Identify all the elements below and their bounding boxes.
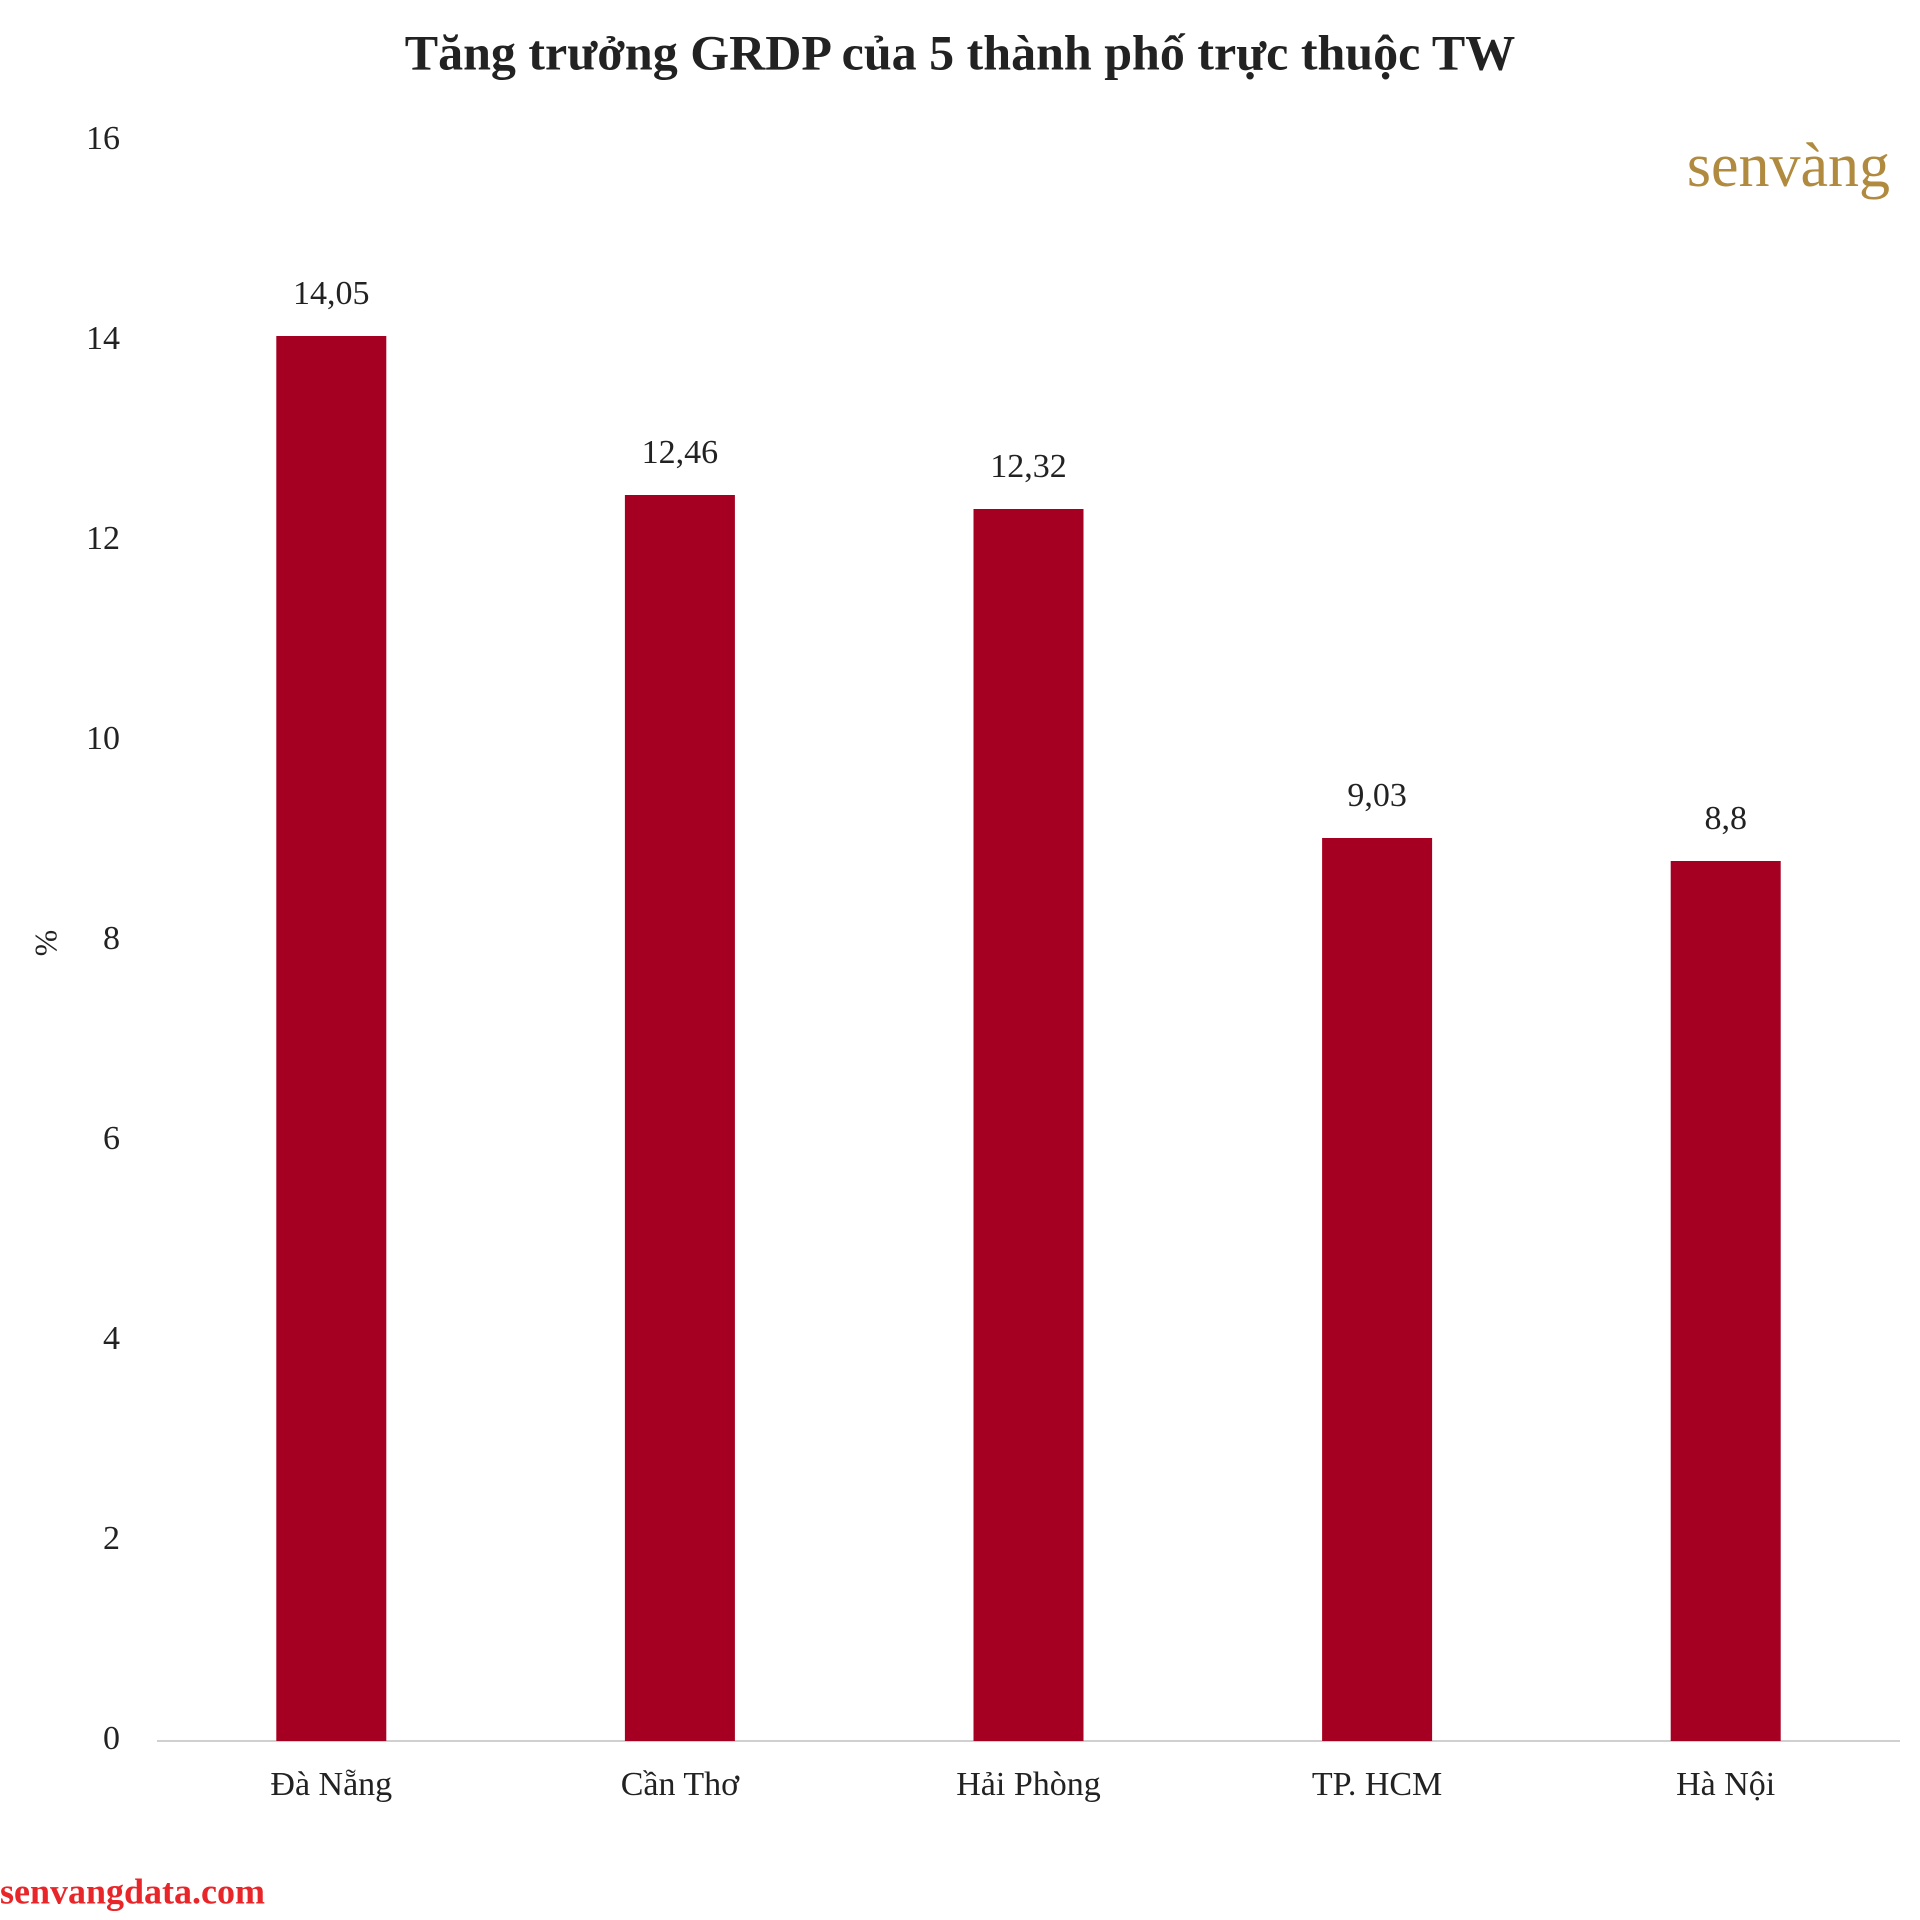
y-tick-label: 4: [103, 1320, 120, 1357]
x-tick-label: Cần Thơ: [621, 1766, 740, 1803]
chart-title: Tăng trưởng GRDP của 5 thành phố trực th…: [405, 24, 1516, 80]
x-tick-label: Hải Phòng: [956, 1766, 1101, 1803]
y-tick-label: 8: [103, 920, 120, 957]
y-tick-label: 2: [103, 1520, 120, 1557]
data-label: 12,46: [642, 434, 719, 471]
y-tick-label: 12: [86, 520, 120, 557]
data-label: 8,8: [1704, 800, 1747, 837]
y-tick-label: 6: [103, 1120, 120, 1157]
logo: senvàng: [1687, 132, 1890, 200]
y-tick-label: 0: [103, 1720, 120, 1757]
bar: [1322, 838, 1433, 1741]
x-tick-label: TP. HCM: [1312, 1766, 1442, 1803]
x-tick-label: Hà Nội: [1676, 1766, 1775, 1803]
y-tick-label: 14: [86, 320, 120, 357]
bar: [276, 336, 387, 1741]
bar: [1670, 861, 1781, 1741]
y-tick-label: 16: [86, 120, 120, 157]
y-axis-label: %: [27, 930, 63, 957]
data-label: 12,32: [990, 448, 1067, 485]
x-tick-label: Đà Nẵng: [270, 1766, 392, 1803]
data-label: 14,05: [293, 275, 370, 312]
footer: senvangdata.com: [0, 1871, 265, 1911]
data-label: 9,03: [1347, 777, 1407, 814]
bar: [624, 495, 735, 1741]
y-tick-label: 10: [86, 720, 120, 757]
bar: [973, 509, 1084, 1741]
